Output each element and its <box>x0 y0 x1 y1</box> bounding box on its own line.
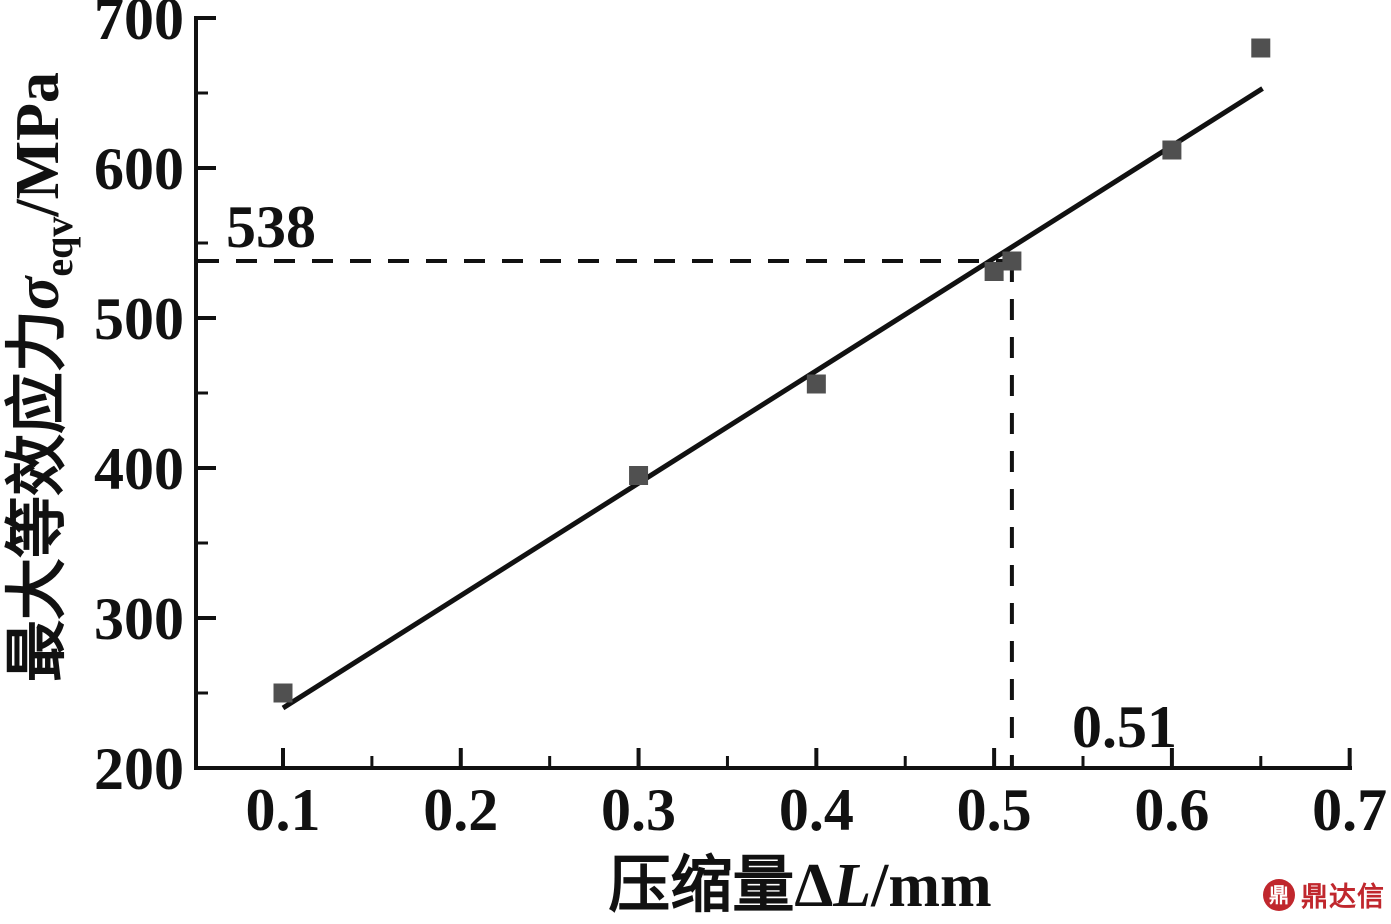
data-point <box>629 466 649 485</box>
axes-frame <box>194 16 1352 770</box>
x-tick-label: 0.1 <box>246 777 321 843</box>
x-tick-label: 0.5 <box>957 777 1032 843</box>
data-point <box>1162 140 1182 160</box>
y-tick-label: 300 <box>94 586 184 652</box>
x-axis-title-var: L <box>832 852 871 920</box>
y-axis-title: 最大等效应力σeqv/MPa <box>3 72 81 682</box>
data-point <box>984 262 1004 281</box>
y-tick-label: 200 <box>94 736 184 802</box>
tick-labels-group: 0.1 0.2 0.3 0.4 0.5 0.6 0.7 200 300 400 500 600 700 <box>94 0 1387 843</box>
fit-line <box>281 86 1264 711</box>
y-tick-label: 600 <box>94 136 184 202</box>
y-axis-title-unit: /MPa <box>4 72 72 218</box>
x-tick-label: 0.4 <box>779 777 854 843</box>
y-axis-title-subscript: eqv <box>36 217 81 277</box>
x-axis-title-text: 压缩量Δ <box>608 851 833 920</box>
y-axis-title-sigma: σ <box>4 275 72 310</box>
fit-line-group <box>281 86 1264 711</box>
data-point <box>1002 251 1022 271</box>
ticks-group <box>198 16 1352 770</box>
watermark-logo-icon: 鼎 <box>1263 878 1295 911</box>
x-tick-label: 0.3 <box>601 777 676 843</box>
y-axis-title-text: 最大等效应力 <box>3 310 72 682</box>
x-tick-label: 0.2 <box>423 777 498 843</box>
x-axis-title: 压缩量ΔL/mm <box>608 851 991 920</box>
data-point <box>273 683 293 703</box>
x-tick-label: 0.6 <box>1134 777 1209 843</box>
marker-guide-lines <box>198 259 1014 766</box>
data-point <box>1251 38 1271 58</box>
marker-y-value-label: 538 <box>226 194 316 260</box>
data-point <box>806 374 826 394</box>
watermark-logo-glyph: 鼎 <box>1269 884 1289 907</box>
marker-x-value-label: 0.51 <box>1072 694 1177 760</box>
watermark: 鼎 鼎达信 <box>1261 875 1385 914</box>
x-axis-title-unit: /mm <box>870 852 992 920</box>
x-tick-label: 0.7 <box>1312 777 1387 843</box>
y-tick-label: 700 <box>94 0 184 52</box>
data-points-group <box>273 38 1271 703</box>
y-tick-label: 500 <box>94 286 184 352</box>
y-tick-label: 400 <box>94 436 184 502</box>
watermark-text: 鼎达信 <box>1301 882 1385 912</box>
